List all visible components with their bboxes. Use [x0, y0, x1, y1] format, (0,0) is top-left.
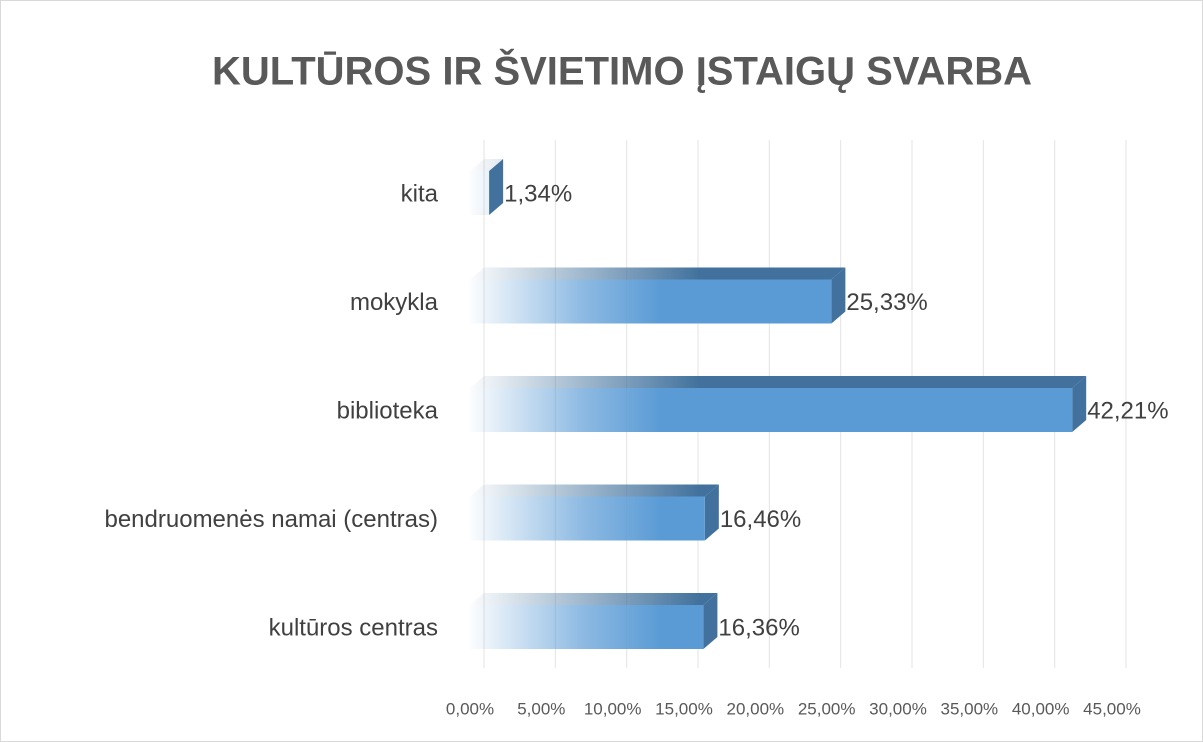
bar-side [489, 159, 504, 215]
bar-front [470, 605, 704, 649]
bar-front [470, 171, 490, 215]
x-tick-label: 25,00% [798, 699, 856, 718]
value-label: 16,46% [720, 506, 801, 533]
bar-side [831, 267, 846, 324]
x-tick-label: 15,00% [655, 699, 713, 718]
value-label: 42,21% [1087, 397, 1168, 424]
value-label: 16,36% [718, 614, 799, 641]
bar-top [470, 159, 504, 171]
x-tick-label: 10,00% [584, 699, 642, 718]
value-label: 1,34% [504, 180, 572, 207]
bar [470, 484, 719, 541]
chart-title: KULTŪROS IR ŠVIETIMO ĮSTAIGŲ SVARBA [212, 48, 1032, 94]
bar-top [470, 376, 1087, 388]
bar-top [470, 484, 719, 497]
y-tick-label: bendruomenės namai (centras) [104, 506, 438, 533]
x-tick-label: 0,00% [446, 699, 494, 718]
y-tick-label: kita [401, 180, 439, 207]
bar-side [704, 484, 719, 541]
x-tick-label: 20,00% [726, 699, 784, 718]
value-label: 25,33% [846, 289, 927, 316]
y-tick-label: biblioteka [337, 397, 439, 424]
bar-front [470, 279, 832, 324]
bar-top [470, 593, 718, 605]
x-tick-label: 5,00% [517, 699, 565, 718]
bar-top [470, 267, 846, 280]
y-tick-label: mokykla [350, 289, 439, 316]
bar [470, 593, 718, 649]
bar-front [470, 496, 705, 541]
bar [470, 267, 846, 324]
bar-side [1072, 376, 1087, 432]
bar-side [703, 593, 718, 649]
x-tick-label: 30,00% [869, 699, 927, 718]
y-tick-label: kultūros centras [269, 614, 438, 641]
bar-front [470, 388, 1073, 432]
bar [470, 376, 1087, 432]
x-tick-label: 45,00% [1083, 699, 1141, 718]
bar [470, 159, 504, 215]
x-tick-label: 40,00% [1012, 699, 1070, 718]
x-tick-label: 35,00% [940, 699, 998, 718]
